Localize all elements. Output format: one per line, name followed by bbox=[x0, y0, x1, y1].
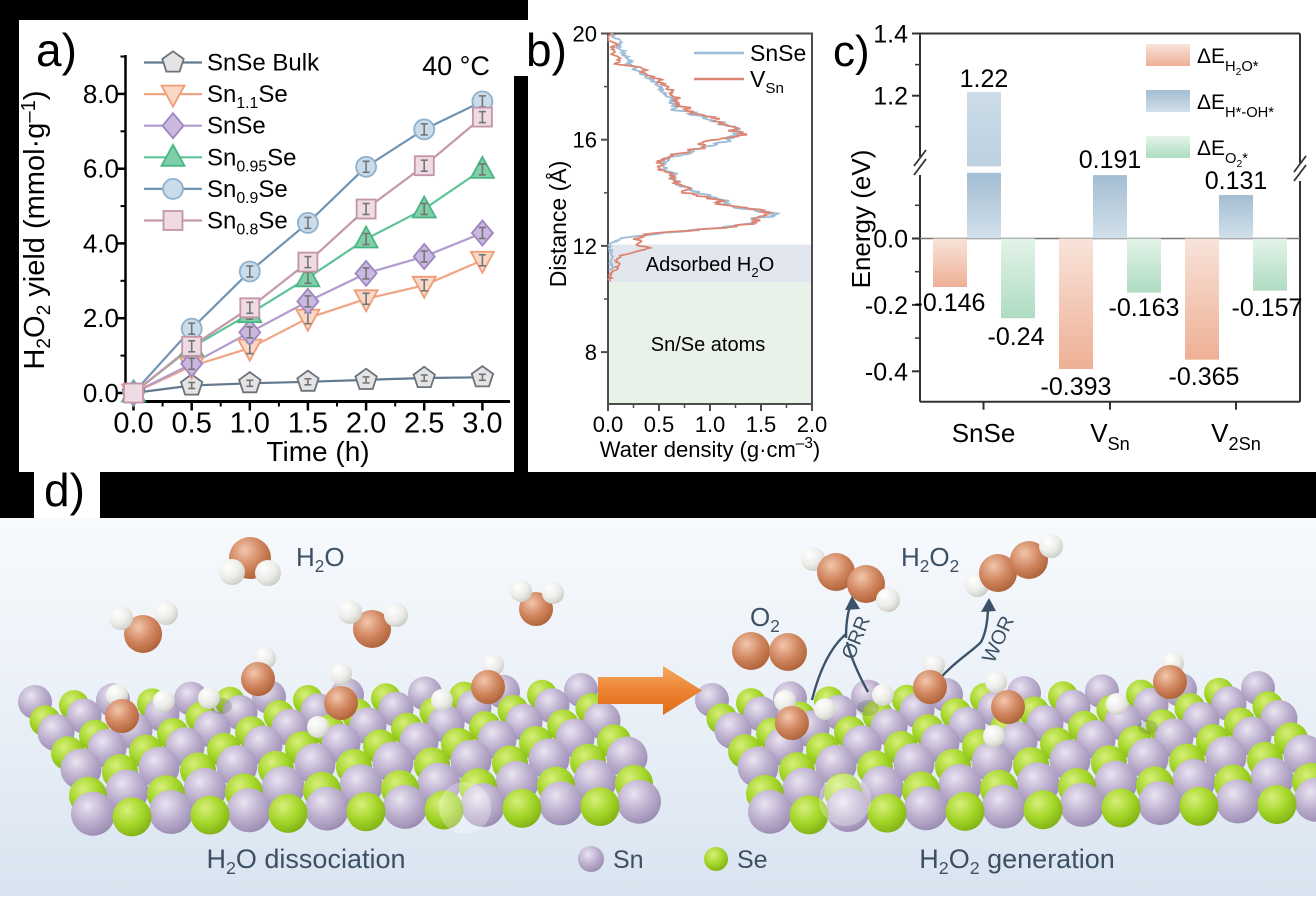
svg-text:Time (h): Time (h) bbox=[266, 436, 369, 467]
svg-text:Sn: Sn bbox=[613, 846, 644, 874]
svg-text:-0.146: -0.146 bbox=[915, 289, 986, 317]
svg-text:Distance (Å): Distance (Å) bbox=[544, 161, 571, 288]
svg-text:Energy (eV): Energy (eV) bbox=[846, 150, 876, 289]
svg-text:SnSe Bulk: SnSe Bulk bbox=[207, 50, 320, 77]
svg-text:0.5: 0.5 bbox=[644, 412, 675, 437]
svg-text:0.5: 0.5 bbox=[172, 408, 212, 440]
svg-text:H2​O2​ generation: H2​O2​ generation bbox=[919, 844, 1114, 878]
svg-text:2.0: 2.0 bbox=[346, 408, 386, 440]
svg-text:40 °C: 40 °C bbox=[422, 51, 490, 81]
svg-text:-0.157: -0.157 bbox=[1232, 294, 1303, 322]
svg-text:Se: Se bbox=[737, 846, 768, 874]
svg-text:2.0: 2.0 bbox=[83, 303, 119, 333]
svg-text:Sn/Se atoms: Sn/Se atoms bbox=[651, 334, 766, 356]
svg-text:0.191: 0.191 bbox=[1079, 146, 1142, 174]
svg-text:0.0: 0.0 bbox=[83, 378, 119, 408]
svg-text:16: 16 bbox=[573, 128, 597, 153]
svg-text:8.0: 8.0 bbox=[83, 79, 119, 109]
svg-text:3.0: 3.0 bbox=[462, 408, 502, 440]
svg-text:0.131: 0.131 bbox=[1205, 167, 1268, 195]
svg-text:1.22: 1.22 bbox=[960, 65, 1009, 93]
svg-text:2.5: 2.5 bbox=[404, 408, 444, 440]
svg-text:a): a) bbox=[36, 24, 77, 76]
svg-text:4.0: 4.0 bbox=[83, 228, 119, 258]
svg-text:-0.393: -0.393 bbox=[1041, 373, 1112, 401]
svg-text:1.5: 1.5 bbox=[288, 408, 328, 440]
svg-text:SnSe: SnSe bbox=[207, 113, 266, 140]
svg-text:20: 20 bbox=[573, 22, 597, 47]
svg-text:SnSe: SnSe bbox=[750, 40, 806, 66]
svg-text:8: 8 bbox=[585, 340, 597, 365]
svg-text:1.4: 1.4 bbox=[873, 21, 908, 49]
svg-text:H2​O2​ yield (mmol·g–1​): H2​O2​ yield (mmol·g–1​) bbox=[18, 90, 55, 369]
svg-text:1.2: 1.2 bbox=[873, 83, 908, 111]
svg-text:1.0: 1.0 bbox=[695, 412, 726, 437]
svg-text:1.5: 1.5 bbox=[746, 412, 777, 437]
svg-text:0.0: 0.0 bbox=[593, 412, 624, 437]
svg-text:SnSe: SnSe bbox=[952, 418, 1016, 448]
svg-text:6.0: 6.0 bbox=[83, 154, 119, 184]
svg-text:b): b) bbox=[526, 24, 567, 76]
svg-text:Water density (g·cm–3​): Water density (g·cm–3​) bbox=[600, 435, 820, 462]
svg-text:-0.4: -0.4 bbox=[865, 358, 908, 386]
svg-text:-0.365: -0.365 bbox=[1169, 363, 1240, 391]
svg-text:1.0: 1.0 bbox=[230, 408, 270, 440]
svg-text:c): c) bbox=[833, 27, 870, 76]
svg-text:-0.24: -0.24 bbox=[988, 323, 1045, 351]
svg-text:2.0: 2.0 bbox=[797, 412, 828, 437]
svg-text:d): d) bbox=[44, 464, 85, 516]
svg-text:-0.163: -0.163 bbox=[1109, 294, 1180, 322]
svg-text:H2​O dissociation: H2​O dissociation bbox=[206, 844, 405, 878]
svg-text:-0.2: -0.2 bbox=[865, 292, 908, 320]
svg-text:0.0: 0.0 bbox=[113, 408, 153, 440]
svg-text:12: 12 bbox=[573, 234, 597, 259]
svg-text:0.0: 0.0 bbox=[873, 226, 908, 254]
